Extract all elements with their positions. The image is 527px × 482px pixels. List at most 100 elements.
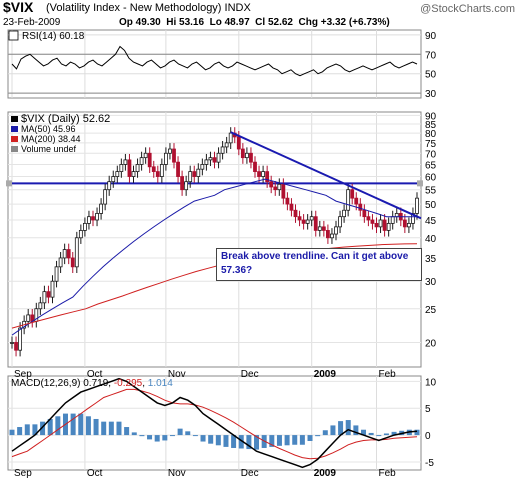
- price-candle-body: [394, 213, 399, 218]
- price-candle-body: [236, 136, 241, 150]
- macd-y-tick-label: 10: [425, 377, 437, 388]
- macd-histogram-bar: [231, 435, 237, 448]
- macd-histogram-bar: [246, 435, 252, 450]
- macd-histogram-bar: [108, 421, 114, 436]
- price-candle-body: [54, 266, 59, 282]
- price-candle-body: [58, 257, 63, 268]
- rsi-legend-swatch: [8, 30, 19, 41]
- price-candle-body: [358, 203, 363, 211]
- price-candle-body: [111, 176, 116, 183]
- price-y-tick-label: 35: [425, 254, 437, 265]
- price-legend-swatch: [11, 116, 18, 122]
- price-candle-body: [325, 230, 330, 239]
- macd-histogram-bar: [169, 435, 175, 437]
- macd-histogram-bar: [32, 424, 38, 436]
- price-candle-body: [139, 157, 144, 165]
- price-x-tick-label: Sep: [14, 369, 32, 380]
- price-candle-body: [151, 166, 156, 172]
- price-candle-body: [378, 219, 383, 228]
- macd-histogram-bar: [299, 435, 305, 445]
- macd-histogram-bar: [192, 435, 198, 437]
- price-candle-body: [131, 171, 136, 177]
- price-legend-swatch: [11, 126, 18, 132]
- price-x-tick-label: Feb: [379, 369, 397, 380]
- price-y-tick-label: 50: [425, 200, 437, 211]
- rsi-y-tick-label: 70: [425, 50, 437, 61]
- macd-histogram-bar: [322, 430, 328, 436]
- price-legend-label: MA(50) 45.96: [21, 124, 76, 134]
- price-candle-body: [366, 216, 371, 221]
- price-candle-body: [14, 342, 18, 351]
- macd-histogram-bar: [131, 432, 137, 436]
- ma200-line: [11, 243, 418, 329]
- price-y-tick-label: 85: [425, 120, 437, 131]
- chart-date: 23-Feb-2009: [3, 17, 61, 28]
- rsi-y-tick-label: 90: [425, 31, 437, 42]
- price-candle-body: [228, 132, 233, 144]
- price-legend-label: $VIX (Daily) 52.62: [21, 113, 110, 125]
- price-candle-body: [135, 164, 140, 172]
- macd-label-part: -0.295: [114, 378, 143, 389]
- price-legend-swatch: [11, 136, 18, 142]
- stockcharts-logo[interactable]: @StockCharts.com: [420, 3, 515, 15]
- price-candle-body: [176, 161, 180, 177]
- price-candle-body: [317, 226, 322, 231]
- macd-histogram-bar: [93, 418, 99, 436]
- price-candle-body: [208, 157, 213, 161]
- macd-histogram-bar: [269, 435, 275, 447]
- macd-histogram-bar: [162, 435, 168, 441]
- price-candle-body: [147, 152, 152, 168]
- macd-histogram-bar: [391, 431, 397, 436]
- price-y-tick-label: 25: [425, 305, 437, 316]
- macd-signal-line: [11, 388, 418, 460]
- macd-histogram-bar: [47, 418, 53, 436]
- macd-histogram-bar: [200, 435, 206, 442]
- price-candle-body: [66, 249, 71, 259]
- price-candle-body: [390, 216, 395, 224]
- macd-histogram-bar: [124, 427, 130, 436]
- price-candle-body: [70, 257, 75, 268]
- price-y-tick-label: 70: [425, 149, 437, 160]
- macd-label-part: ,: [142, 378, 148, 389]
- macd-histogram-bar: [254, 435, 260, 450]
- price-candle-body: [301, 219, 306, 224]
- macd-histogram-bar: [147, 435, 153, 440]
- price-y-tick-label: 80: [425, 129, 437, 140]
- price-candle-body: [305, 219, 310, 224]
- resistance-handle-right: [417, 180, 423, 187]
- price-candle-body: [253, 161, 257, 172]
- macd-histogram-bar: [85, 416, 91, 436]
- price-candle-body: [313, 216, 318, 231]
- price-candle-body: [297, 216, 302, 221]
- macd-histogram-bar: [223, 435, 229, 447]
- price-candle-body: [338, 216, 342, 228]
- macd-x-tick-label: 2009: [314, 468, 337, 479]
- macd-histogram-bar: [40, 421, 46, 436]
- macd-histogram-bar: [185, 431, 191, 436]
- price-candle-body: [155, 171, 160, 177]
- price-candle-body: [26, 314, 31, 322]
- macd-histogram-bar: [208, 435, 214, 444]
- price-candle-body: [115, 171, 120, 177]
- macd-histogram-bar: [116, 421, 122, 436]
- macd-label-part: MACD(12,26,9): [11, 378, 83, 389]
- macd-x-tick-label: Dec: [241, 468, 259, 479]
- rsi-panel-frame: [7, 29, 422, 99]
- price-candle-body: [107, 181, 112, 191]
- price-candle-body: [42, 291, 47, 304]
- price-candle-body: [91, 216, 95, 221]
- price-candle-body: [180, 176, 185, 191]
- macd-histogram-bar: [276, 435, 282, 446]
- price-candle-body: [220, 146, 225, 154]
- macd-histogram-bar: [70, 413, 76, 436]
- price-candle-body: [406, 222, 411, 228]
- price-candle-body: [244, 152, 249, 159]
- macd-histogram-bar: [368, 432, 374, 436]
- price-legend-swatch: [11, 146, 18, 152]
- macd-histogram-bar: [24, 424, 30, 436]
- price-candle-body: [188, 171, 193, 183]
- price-candle-body: [273, 186, 278, 191]
- price-candle-body: [362, 209, 367, 218]
- macd-histogram-bar: [353, 425, 359, 436]
